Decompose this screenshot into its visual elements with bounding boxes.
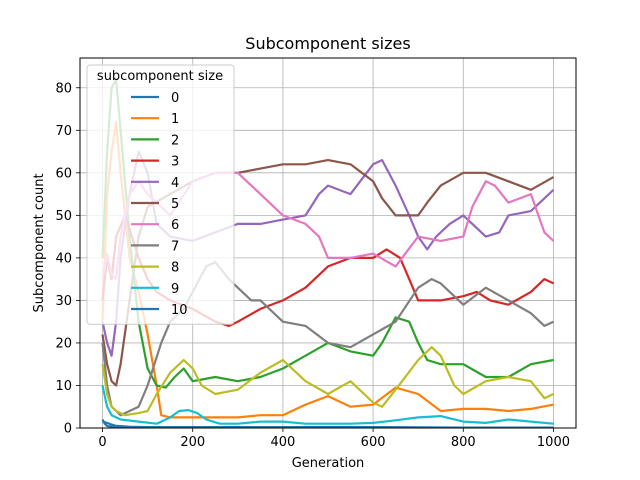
legend-label-8: 8: [171, 261, 179, 276]
x-tick-label: 400: [270, 435, 295, 450]
legend-title: subcomponent size: [97, 69, 223, 84]
x-axis: 0 200 400 600 800 1000: [98, 428, 570, 450]
y-tick-label: 20: [55, 336, 72, 351]
y-tick-label: 80: [55, 81, 72, 96]
y-tick-label: 50: [55, 209, 72, 224]
series-line-10: [102, 420, 554, 428]
series-line-8: [101, 346, 554, 417]
legend-label-7: 7: [171, 239, 179, 254]
legend-label-2: 2: [171, 133, 179, 148]
series-line-9: [101, 385, 554, 425]
legend-label-10: 10: [171, 303, 188, 318]
x-tick-label: 200: [180, 435, 205, 450]
x-axis-title: Generation: [292, 456, 365, 471]
legend-label-5: 5: [171, 197, 179, 212]
y-tick-label: 40: [55, 251, 72, 266]
legend-label-9: 9: [171, 282, 179, 297]
legend-label-3: 3: [171, 155, 179, 170]
legend-label-0: 0: [171, 91, 179, 106]
y-tick-label: 10: [55, 379, 72, 394]
x-tick-label: 800: [451, 435, 476, 450]
series-line-5: [101, 159, 555, 387]
legend-label-1: 1: [171, 112, 179, 127]
y-tick-label: 60: [55, 166, 72, 181]
plot-frame: [79, 57, 577, 429]
series-line-7: [101, 261, 554, 417]
x-tick-label: 0: [98, 435, 106, 450]
x-tick-label: 600: [361, 435, 386, 450]
y-axis-title: Subcomponent count: [32, 173, 47, 312]
legend-label-6: 6: [171, 218, 179, 233]
legend-box: [86, 64, 235, 325]
y-tick-label: 30: [55, 294, 72, 309]
chart-title: Subcomponent sizes: [245, 34, 410, 53]
legend-label-4: 4: [171, 176, 179, 191]
y-axis: 0 10 20 30 40 50 60 70 80: [55, 81, 80, 437]
y-tick-label: 0: [64, 422, 72, 437]
y-tick-label: 70: [55, 124, 72, 139]
legend: subcomponent size 0 1 2 3 4 5 6 7 8 9 10: [86, 64, 235, 325]
x-tick-label: 1000: [537, 435, 570, 450]
